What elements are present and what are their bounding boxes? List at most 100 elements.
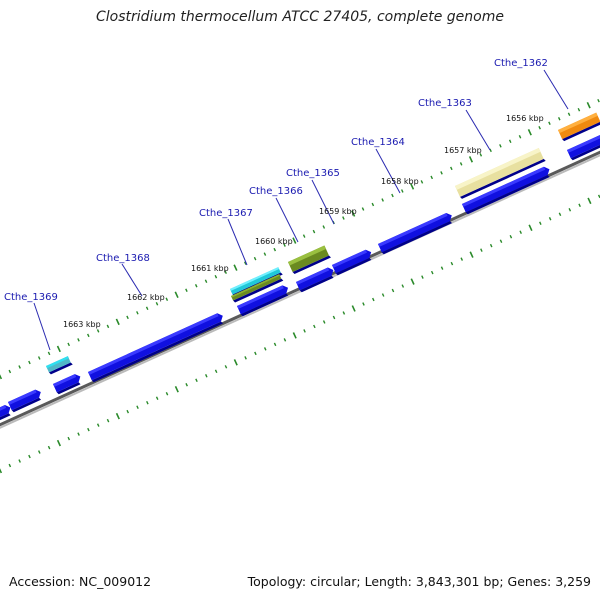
feature-box-khaki[interactable] — [455, 147, 546, 199]
outer-tick — [577, 107, 581, 112]
label-leader-line — [543, 69, 569, 110]
outer-tick — [263, 252, 267, 256]
inner-tick — [155, 396, 159, 400]
feature-box-orange[interactable] — [558, 112, 600, 142]
gene-label-cthe-1364[interactable]: Cthe_1364 — [351, 137, 405, 148]
inner-tick-track — [0, 194, 600, 474]
outer-tick — [391, 193, 394, 198]
outer-tick — [538, 126, 541, 130]
feature-track — [46, 112, 600, 375]
kbp-label-1657: 1657 kbp — [444, 146, 482, 155]
inner-tick — [214, 369, 218, 374]
cds-box[interactable] — [0, 405, 11, 421]
inner-tick — [578, 203, 581, 208]
inner-tick — [342, 311, 346, 315]
gene-label-cthe-1362[interactable]: Cthe_1362 — [494, 58, 548, 69]
gene-label-cthe-1368[interactable]: Cthe_1368 — [96, 253, 150, 264]
outer-tick — [450, 166, 453, 171]
outer-tick — [174, 291, 179, 299]
outer-tick — [115, 318, 120, 326]
outer-tick — [420, 180, 424, 184]
cds-box[interactable] — [53, 374, 81, 395]
outer-tick — [567, 112, 571, 116]
label-leaders — [33, 69, 569, 351]
outer-tick — [548, 121, 551, 125]
outer-tick — [351, 210, 356, 217]
inner-tick — [165, 391, 169, 396]
cds-box[interactable] — [378, 212, 453, 255]
label-leader-line — [375, 148, 401, 194]
outer-tick — [18, 365, 21, 369]
inner-tick — [528, 224, 533, 231]
cds-box[interactable] — [8, 389, 42, 413]
outer-tick — [292, 237, 297, 244]
cds-box[interactable] — [332, 249, 372, 276]
feature-box-olive[interactable] — [288, 245, 331, 275]
inner-tick — [303, 329, 306, 333]
outer-tick — [243, 261, 247, 265]
cds-box[interactable] — [567, 135, 600, 161]
inner-tick — [362, 302, 365, 306]
inner-tick — [205, 374, 208, 378]
gene-label-cthe-1365[interactable]: Cthe_1365 — [286, 168, 340, 179]
inner-tick — [96, 423, 100, 427]
feature-box-olive[interactable] — [231, 274, 284, 303]
outer-tick — [586, 101, 591, 109]
outer-tick — [204, 279, 208, 283]
inner-tick — [37, 450, 41, 454]
inner-tick — [136, 405, 139, 409]
label-leader-line — [33, 302, 51, 351]
outer-tick — [410, 183, 415, 190]
outer-tick — [479, 153, 483, 157]
outer-tick — [87, 333, 90, 338]
inner-tick — [489, 243, 493, 248]
outer-tick — [312, 229, 316, 234]
outer-tick — [400, 189, 404, 193]
cds-box[interactable] — [237, 285, 289, 317]
outer-tick — [77, 338, 80, 342]
outer-tick — [597, 98, 600, 103]
outer-tick — [518, 135, 522, 139]
outer-tick — [508, 139, 512, 144]
inner-tick — [430, 270, 434, 275]
cds-box[interactable] — [296, 267, 334, 293]
inner-tick — [106, 418, 110, 423]
gene-label-cthe-1366[interactable]: Cthe_1366 — [249, 186, 303, 197]
inner-tick — [499, 239, 503, 243]
gene-label-cthe-1367[interactable]: Cthe_1367 — [199, 208, 253, 219]
label-leader-line — [275, 197, 299, 243]
outer-tick — [0, 374, 3, 380]
inner-tick — [372, 297, 375, 302]
inner-tick — [174, 386, 179, 393]
outer-tick — [322, 225, 326, 229]
outer-tick — [557, 116, 561, 121]
inner-tick — [273, 342, 277, 347]
inner-tick — [18, 459, 21, 463]
inner-tick — [381, 293, 385, 297]
inner-tick — [587, 197, 592, 205]
inner-tick — [263, 347, 267, 351]
feature-box-cyan[interactable] — [46, 356, 73, 375]
cds-box[interactable] — [462, 166, 550, 215]
outer-tick — [233, 264, 238, 271]
outer-tick — [224, 270, 227, 274]
inner-tick — [568, 208, 572, 212]
inner-tick — [519, 230, 522, 234]
outer-tick — [145, 306, 149, 311]
outer-tick — [214, 274, 218, 279]
gene-label-cthe-1363[interactable]: Cthe_1363 — [418, 98, 472, 109]
inner-tick — [332, 315, 336, 320]
outer-tick — [273, 247, 277, 252]
inner-tick — [47, 445, 51, 450]
label-leader-line — [465, 109, 491, 151]
inner-tick — [351, 305, 356, 312]
inner-tick — [548, 217, 552, 221]
topology-text: Topology: circular; Length: 3,843,301 bp… — [247, 574, 591, 589]
inner-tick — [401, 284, 405, 288]
gene-label-cthe-1369[interactable]: Cthe_1369 — [4, 292, 58, 303]
inner-tick — [146, 400, 149, 405]
cds-box[interactable] — [88, 313, 224, 383]
inner-tick — [195, 378, 198, 383]
inner-tick — [185, 383, 188, 387]
inner-tick — [0, 468, 3, 474]
